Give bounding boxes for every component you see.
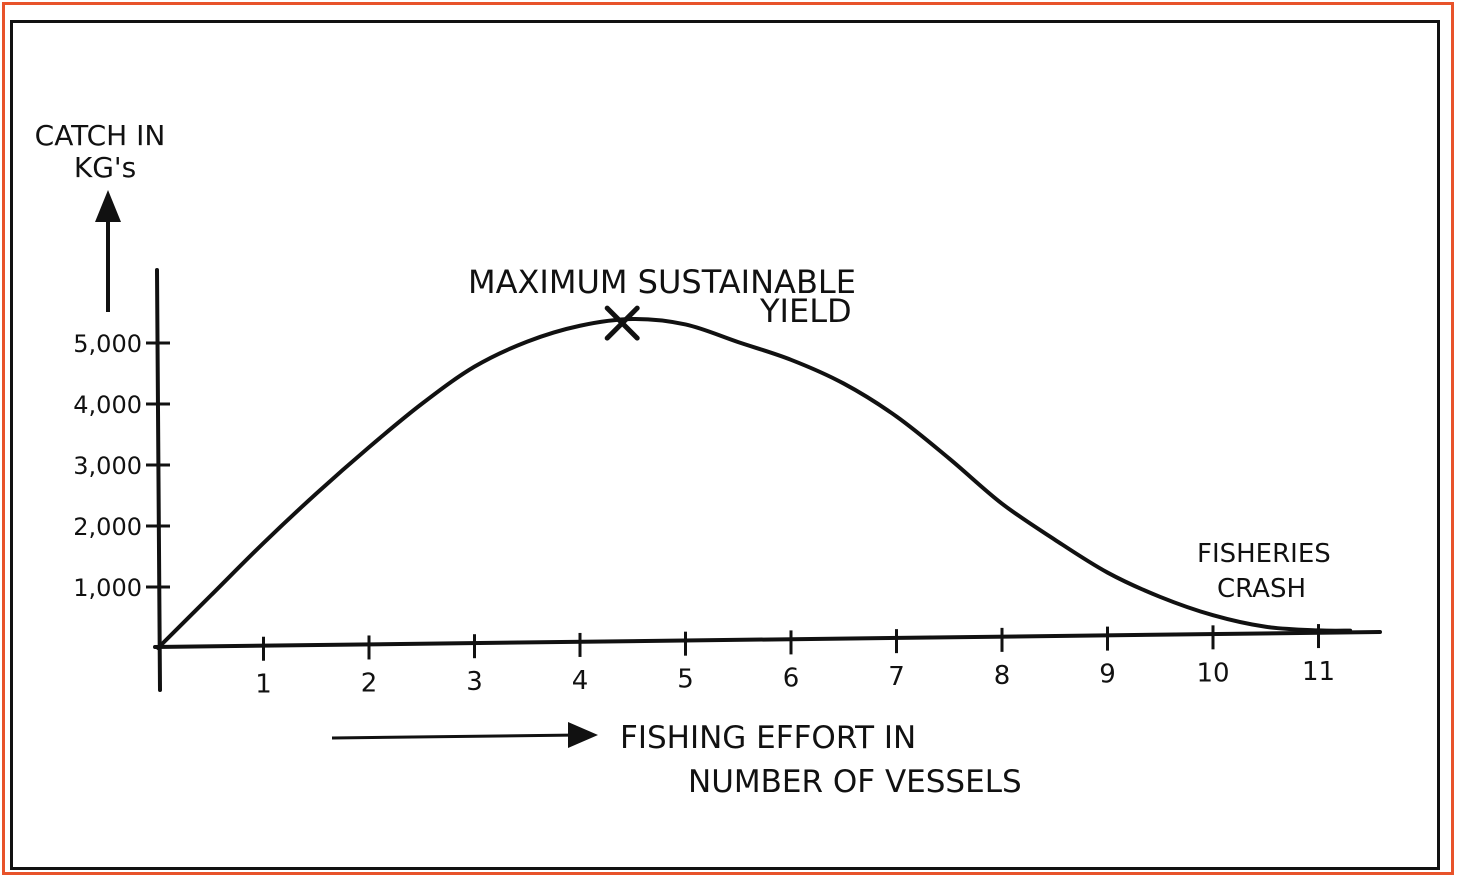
y-tick-label: 2,000 — [73, 513, 142, 541]
y-tick-label: 3,000 — [73, 452, 142, 480]
x-arrow-shaft — [331, 733, 581, 740]
y-tick-label: 5,000 — [73, 330, 142, 358]
crash-label-line1: FISHERIES — [1197, 539, 1331, 569]
y-axis-label-line2: KG's — [74, 151, 136, 184]
y-tick-label: 1,000 — [73, 574, 142, 602]
msy-label-line1: MAXIMUM SUSTAINABLE — [468, 263, 856, 301]
x-tick-label: 10 — [1196, 658, 1229, 688]
x-tick-label: 8 — [994, 661, 1011, 691]
x-arrow-head — [568, 722, 598, 748]
x-tick-label: 3 — [466, 667, 483, 697]
x-tick-label: 5 — [677, 665, 694, 695]
x-tick-label: 4 — [572, 666, 589, 696]
y-axis-label-line1: CATCH IN — [35, 119, 166, 152]
y-axis — [155, 268, 162, 692]
x-tick-label: 6 — [783, 663, 800, 693]
catch-curve — [156, 317, 1353, 650]
y-arrow-head — [95, 190, 121, 222]
chart-frame — [10, 20, 1440, 870]
x-tick-label: 11 — [1302, 657, 1335, 687]
x-tick-label: 7 — [888, 662, 905, 692]
msy-marker-stroke — [604, 305, 640, 341]
x-tick-label: 9 — [1099, 660, 1116, 690]
x-axis-label-line2: NUMBER OF VESSELS — [688, 764, 1022, 800]
x-axis — [153, 630, 1382, 649]
y-tick-label: 4,000 — [73, 391, 142, 419]
msy-x-marker — [604, 305, 640, 341]
x-tick-label: 1 — [255, 670, 272, 700]
crash-label-line2: CRASH — [1217, 574, 1306, 604]
x-axis-label-line1: FISHING EFFORT IN — [620, 720, 916, 756]
msy-label-line2: YIELD — [759, 292, 852, 330]
x-tick-label: 2 — [361, 668, 378, 698]
